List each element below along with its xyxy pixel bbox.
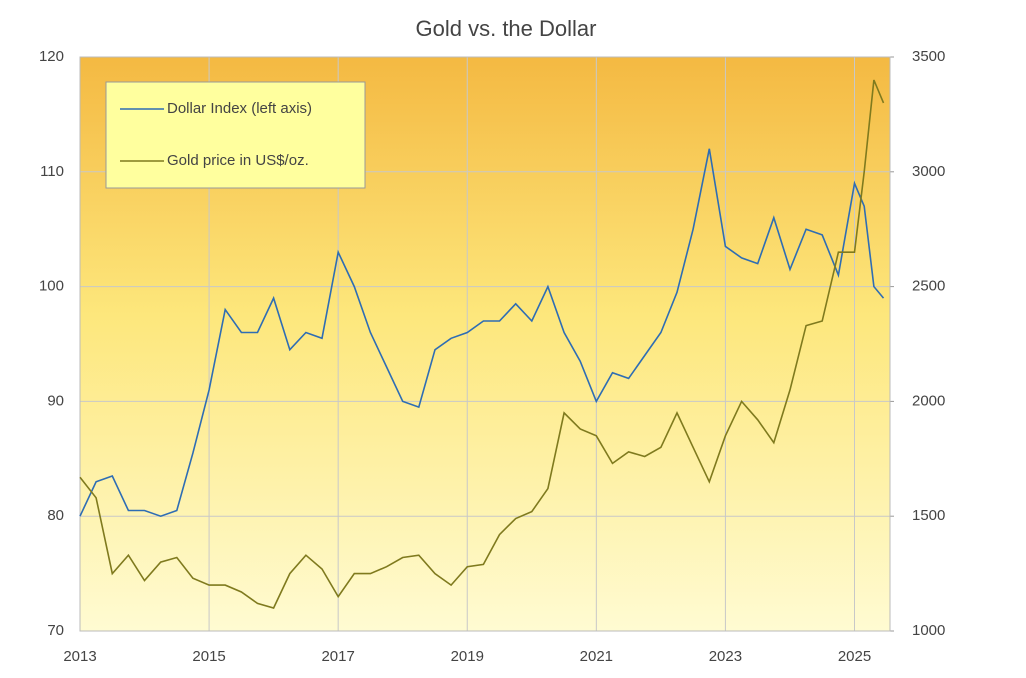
legend-label: Gold price in US$/oz. (167, 152, 309, 169)
x-tick-label: 2013 (63, 648, 96, 665)
x-tick-label: 2019 (451, 648, 484, 665)
y-tick-label: 100 (39, 278, 64, 295)
y2-tick-label: 2500 (912, 278, 945, 295)
x-tick-label: 2025 (838, 648, 871, 665)
legend-box (105, 81, 366, 189)
y-tick-label: 110 (40, 163, 64, 180)
y-tick-label: 80 (47, 507, 64, 524)
chart-title: Gold vs. the Dollar (416, 16, 597, 41)
y-tick-label: 120 (39, 48, 64, 65)
series-line (79, 148, 885, 518)
y2-tick-label: 2000 (912, 392, 945, 409)
x-tick-label: 2017 (321, 648, 354, 665)
y2-tick-label: 1500 (912, 507, 945, 524)
y2-tick-label: 1000 (912, 622, 945, 639)
plot-border (79, 56, 891, 632)
y2-tick-label: 3500 (912, 48, 945, 65)
x-tick-label: 2015 (192, 648, 225, 665)
y-tick-label: 90 (47, 392, 64, 409)
legend-label: Dollar Index (left axis) (167, 100, 312, 117)
x-tick-label: 2021 (580, 648, 613, 665)
y2-tick-label: 3000 (912, 163, 945, 180)
series-line (79, 79, 885, 609)
x-tick-label: 2023 (709, 648, 742, 665)
y-tick-label: 70 (47, 622, 64, 639)
